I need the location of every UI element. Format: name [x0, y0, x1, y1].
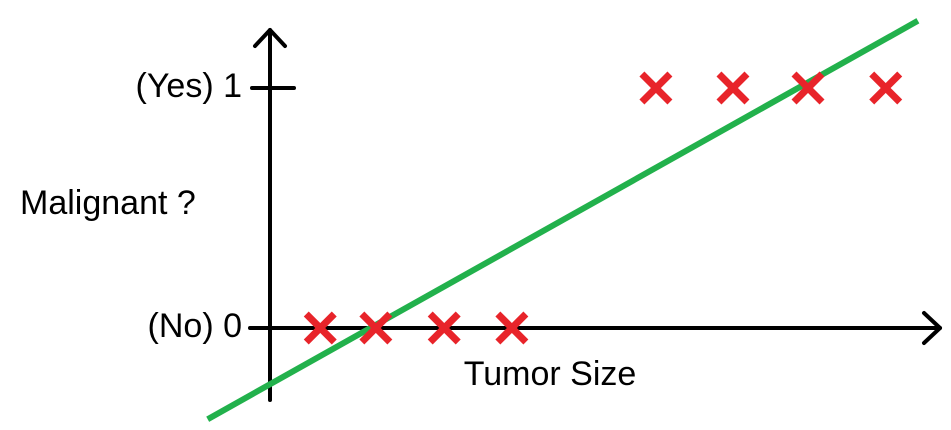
point-stroke	[495, 311, 529, 345]
point-stroke	[303, 311, 337, 345]
point-stroke	[869, 71, 903, 105]
x-axis-label: Tumor Size	[464, 355, 637, 393]
y-axis-arrow	[253, 28, 287, 48]
point	[716, 71, 750, 105]
point	[869, 71, 903, 105]
point-stroke	[639, 71, 673, 105]
point-stroke	[791, 71, 825, 105]
x-axis-arrow	[922, 311, 942, 345]
point	[359, 311, 393, 345]
y-axis-label: Malignant ?	[20, 184, 196, 222]
point-stroke	[427, 311, 461, 345]
point	[791, 71, 825, 105]
y-tick-label: (No) 0	[148, 307, 242, 345]
fit-line	[206, 18, 920, 422]
y-tick-label: (Yes) 1	[136, 67, 242, 105]
point-stroke	[716, 71, 750, 105]
point-stroke	[359, 311, 393, 345]
point	[303, 311, 337, 345]
point	[427, 311, 461, 345]
point	[495, 311, 529, 345]
point	[639, 71, 673, 105]
